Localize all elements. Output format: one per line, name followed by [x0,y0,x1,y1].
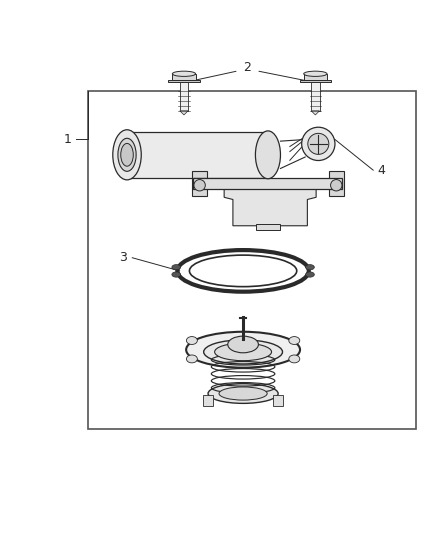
Bar [88,91,416,429]
Ellipse shape [172,264,180,270]
Ellipse shape [208,384,278,403]
Bar [304,74,327,79]
Polygon shape [224,189,316,226]
Ellipse shape [255,131,280,179]
Bar [311,82,320,111]
Ellipse shape [172,71,196,76]
Text: 2: 2 [244,61,251,74]
Ellipse shape [172,272,180,277]
Bar [168,79,200,82]
Bar [172,74,196,79]
Ellipse shape [289,336,300,344]
Ellipse shape [121,143,133,166]
Ellipse shape [118,138,136,171]
Text: 4: 4 [377,164,385,176]
Bar [194,177,343,189]
Bar [127,132,268,177]
Ellipse shape [306,264,314,270]
Bar [328,171,344,196]
Circle shape [308,133,329,155]
Ellipse shape [228,336,258,353]
Circle shape [331,180,342,191]
Ellipse shape [304,71,327,76]
Ellipse shape [187,355,198,363]
Ellipse shape [289,355,300,363]
Text: 1: 1 [64,133,72,146]
Ellipse shape [204,340,283,364]
Bar [203,395,213,406]
Bar [300,79,331,82]
Bar [273,395,283,406]
Circle shape [302,127,335,160]
Bar [180,82,188,111]
Circle shape [194,180,205,191]
Polygon shape [180,111,188,115]
Ellipse shape [113,130,141,180]
Ellipse shape [186,332,300,368]
Ellipse shape [219,387,267,400]
Ellipse shape [215,343,272,361]
Text: 3: 3 [119,251,127,264]
Bar [192,171,207,196]
Bar [256,223,280,230]
Ellipse shape [306,272,314,277]
Ellipse shape [187,336,198,344]
Polygon shape [311,111,319,115]
